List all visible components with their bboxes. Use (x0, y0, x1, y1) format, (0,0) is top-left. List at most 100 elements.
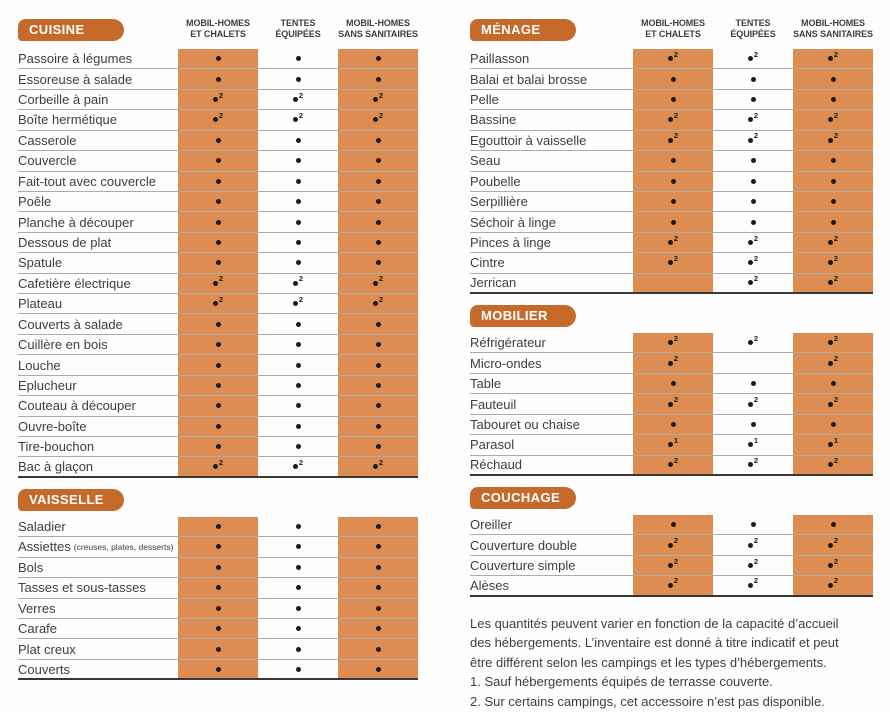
table-row: Seau (470, 151, 873, 172)
dot-icon (670, 97, 676, 103)
dot-icon (375, 56, 381, 62)
availability-cell (258, 417, 338, 436)
dot-mark: 2 (827, 132, 838, 143)
table-row: Corbeille à pain 2 2 2 (18, 89, 418, 111)
table-row: Bac à glaçon 2 2 2 (18, 457, 418, 478)
dot-icon (295, 342, 301, 348)
table-row: Egouttoir à vaisselle 2 2 2 (470, 130, 873, 152)
dot-icon (375, 260, 381, 266)
dot-mark (215, 585, 221, 591)
column-header-line: MOBIL-HOMES (641, 18, 705, 29)
section-title-pill: CUISINE (18, 19, 124, 41)
availability-cell: 2 (713, 556, 793, 575)
dot-mark (295, 382, 301, 388)
dot-icon (750, 522, 756, 528)
table-row: Ouvre-boîte (18, 416, 418, 438)
dot-mark (295, 321, 301, 327)
dot-icon (215, 76, 221, 82)
section-couchage: COUCHAGE Oreiller Couverture double 2 2 2 Couv… (470, 487, 873, 597)
table-row: Louche (18, 355, 418, 376)
dot-icon (750, 76, 756, 82)
dot-icon (830, 97, 836, 103)
table-row: Réchaud 2 2 2 (470, 455, 873, 477)
dot-mark: 2 (827, 335, 838, 346)
dot-icon (295, 260, 301, 266)
section-vaisselle: VAISSELLE Saladier Assiettes (creuses, plat… (18, 488, 418, 681)
availability-cell (178, 416, 258, 437)
table-row: Pelle (470, 89, 873, 111)
row-label: Balai et balai brosse (470, 71, 588, 87)
row-label: Réfrigérateur (470, 335, 546, 351)
row-label: Plat creux (18, 641, 76, 657)
dot-icon (375, 423, 381, 429)
table-row: Couverts à salade (18, 314, 418, 335)
dot-icon (747, 401, 753, 407)
table-row: Eplucheur (18, 375, 418, 397)
column-header-line: SANS SANITAIRES (338, 28, 418, 39)
dot-mark (830, 158, 836, 164)
table-row: Planche à découper (18, 212, 418, 233)
dot-mark: 2 (372, 458, 383, 470)
availability-cell: 2 (633, 353, 713, 373)
dot-mark: 2 (827, 255, 838, 266)
availability-cell: 2 (793, 49, 873, 69)
availability-cell (338, 49, 418, 69)
table-rows: Passoire à légumes Essoreuse à salade Corb… (18, 49, 418, 478)
table-row: Spatule (18, 253, 418, 274)
dot-icon (747, 117, 753, 123)
availability-cell: 1 (633, 435, 713, 455)
dot-mark (295, 219, 301, 225)
dot-icon (667, 56, 673, 62)
availability-cell (338, 130, 418, 151)
availability-cell (178, 355, 258, 375)
dot-icon (747, 542, 753, 548)
availability-cell (338, 437, 418, 457)
dot-mark (295, 342, 301, 348)
availability-cell (713, 353, 793, 372)
table-row: Couverture double 2 2 2 (470, 535, 873, 556)
row-label: Bols (18, 559, 44, 575)
availability-cell: 2 (178, 273, 258, 294)
availability-cell (713, 374, 793, 393)
availability-cell: 2 (633, 394, 713, 414)
dot-icon (667, 563, 673, 569)
availability-cell (633, 273, 713, 293)
section-title-pill: MÉNAGE (470, 19, 576, 41)
dot-mark (375, 564, 381, 570)
availability-cell (793, 191, 873, 212)
column-header-line: ÉQUIPÉES (730, 28, 776, 39)
availability-cell (338, 516, 418, 537)
availability-cell: 1 (793, 435, 873, 455)
dot-icon (375, 403, 381, 409)
dot-icon (667, 340, 673, 346)
availability-cell (178, 232, 258, 253)
availability-cell: 2 (793, 353, 873, 373)
dot-icon (215, 321, 221, 327)
section-header-cuisine: CUISINE MOBIL-HOMES ET CHALETS TENTES ÉQUIPÉ… (18, 0, 418, 49)
availability-cell: 2 (793, 273, 873, 293)
availability-cell: 2 (338, 110, 418, 130)
dot-mark (750, 76, 756, 82)
dot-mark (295, 76, 301, 82)
dot-icon (215, 178, 221, 184)
dot-mark: 2 (747, 396, 758, 407)
dot-icon (830, 76, 836, 82)
dot-icon (295, 382, 301, 388)
row-label: Assiettes (creuses, plates, desserts) (18, 539, 174, 555)
row-label: Louche (18, 357, 61, 373)
dot-mark: 2 (747, 577, 758, 588)
availability-cell: 1 (713, 435, 793, 454)
dot-mark (295, 158, 301, 164)
row-label: Bac à glaçon (18, 459, 94, 475)
table-row: Réfrigérateur 2 2 2 (470, 333, 873, 354)
dot-mark: 1 (827, 437, 838, 448)
dot-mark (215, 76, 221, 82)
availability-cell (178, 639, 258, 659)
dot-icon (747, 442, 753, 448)
dot-icon (375, 199, 381, 205)
dot-mark: 2 (827, 355, 838, 366)
dot-icon (747, 340, 753, 346)
dot-mark (830, 219, 836, 225)
dot-icon (375, 137, 381, 143)
section-title-pill: COUCHAGE (470, 487, 576, 510)
